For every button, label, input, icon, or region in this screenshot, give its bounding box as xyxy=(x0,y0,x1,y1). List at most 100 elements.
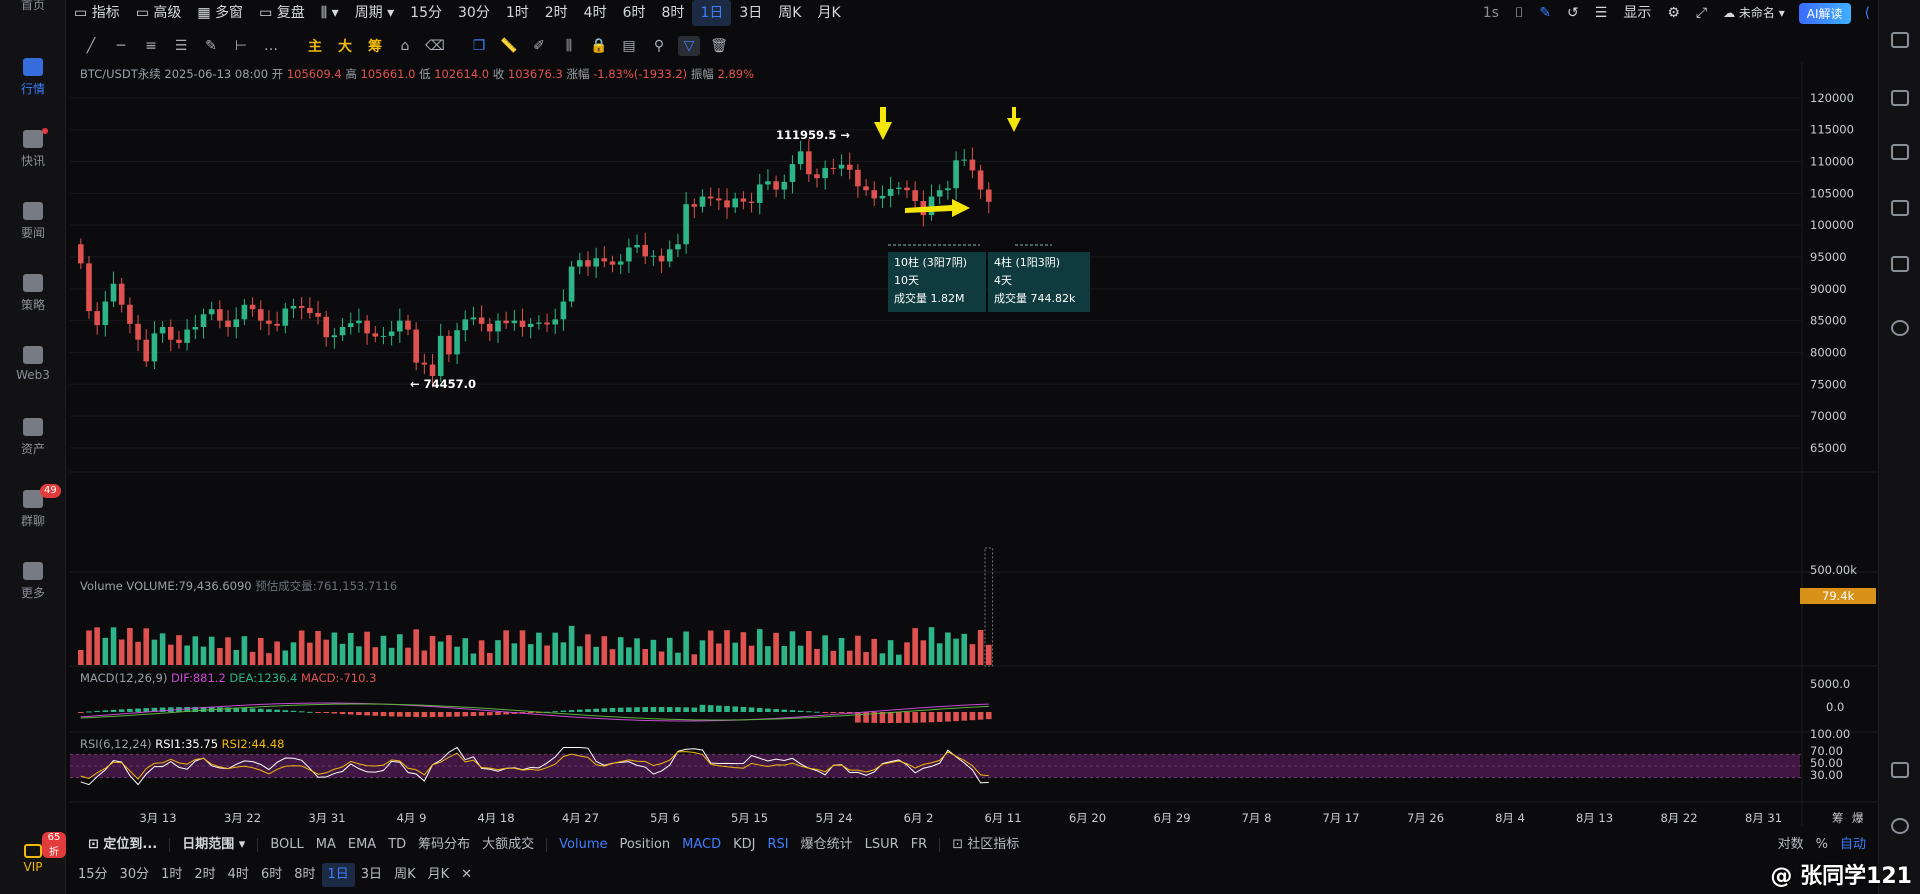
more-icon[interactable]: … xyxy=(264,38,278,54)
chart-type-button[interactable]: ⫼ ▾ xyxy=(320,5,339,21)
copy-icon[interactable]: ❐ xyxy=(472,38,486,54)
sidebar-item-4[interactable]: 策略 xyxy=(0,274,66,313)
overlay-indicator-toggle[interactable]: TD xyxy=(388,837,407,852)
sub-indicator-toggle[interactable]: LSUR xyxy=(864,837,899,852)
interval-tab[interactable]: 3日 xyxy=(739,5,763,21)
share-icon[interactable]: ⟨ xyxy=(1864,5,1870,21)
sub-indicator-toggle[interactable]: Volume xyxy=(559,837,608,852)
interval-tab[interactable]: 8时 xyxy=(294,867,316,882)
locate-button[interactable]: ⊡ 定位到... xyxy=(88,837,158,852)
sub-indicator-toggle[interactable]: 爆仓统计 xyxy=(800,837,853,852)
sidebar-item-1[interactable]: 行情 xyxy=(0,58,66,97)
log-scale-toggle[interactable]: 对数 xyxy=(1777,837,1804,852)
interval-tab[interactable]: 1时 xyxy=(161,867,183,882)
fullscreen-icon[interactable]: ⤢ xyxy=(1695,5,1708,21)
interval-tab[interactable]: 2时 xyxy=(544,5,568,21)
hide-icon[interactable]: ▤ xyxy=(622,38,636,54)
ruler-icon[interactable]: 📏 xyxy=(500,38,518,54)
brush-icon[interactable]: ✐ xyxy=(533,38,545,54)
ai-interpret-button[interactable]: AI解读 xyxy=(1798,2,1851,24)
period-dropdown[interactable]: 周期 ▾ xyxy=(354,5,395,21)
eraser-icon[interactable]: ⌫ xyxy=(425,38,445,54)
magnet-icon[interactable]: ⌂ xyxy=(400,38,410,54)
interval-tab[interactable]: 月K xyxy=(817,5,841,21)
sidebar-item-2[interactable]: 快讯 xyxy=(0,128,66,169)
overlay-indicator-toggle[interactable]: 筹码分布 xyxy=(418,837,471,852)
interval-tab[interactable]: 8时 xyxy=(661,5,685,21)
interval-tab[interactable]: 6时 xyxy=(260,867,283,882)
overlay-indicator-toggle[interactable]: 大额成交 xyxy=(482,837,535,852)
trend-line-icon[interactable]: ╱ xyxy=(86,38,96,54)
camera-icon[interactable]: ⌷ xyxy=(1514,5,1524,21)
close-quickbar-button[interactable]: ✕ xyxy=(461,867,473,882)
interval-tab[interactable]: 15分 xyxy=(410,5,442,21)
filter-icon[interactable]: ▽ xyxy=(678,36,700,56)
overlay-indicator-toggle[interactable]: EMA xyxy=(347,837,377,852)
sub-indicator-toggle[interactable]: KDJ xyxy=(733,837,756,852)
multi-window-button[interactable]: ▦ 多窗 xyxy=(197,5,244,21)
trash-icon[interactable]: 🗑 xyxy=(710,38,728,54)
measure-icon[interactable]: ⊢ xyxy=(234,38,248,54)
layout-icon[interactable] xyxy=(1891,762,1909,778)
interval-tab[interactable]: 15分 xyxy=(78,867,108,882)
interval-tab[interactable]: 周K xyxy=(394,867,416,882)
replay-icon[interactable]: ↺ xyxy=(1567,5,1579,21)
sidebar-item-8[interactable]: 更多 xyxy=(0,562,66,601)
chips-button[interactable]: 筹 xyxy=(368,39,382,55)
order-book-icon[interactable] xyxy=(1891,32,1909,48)
card-icon[interactable] xyxy=(1891,256,1909,272)
pencil-icon[interactable]: ✎ xyxy=(205,38,217,54)
sidebar-item-5[interactable]: Web3 xyxy=(0,346,66,382)
refresh-rate[interactable]: 1s xyxy=(1482,5,1499,21)
advanced-button[interactable]: ▭ 高级 xyxy=(135,5,182,21)
interval-tab[interactable]: 3日 xyxy=(360,867,383,882)
interval-tab[interactable]: 6时 xyxy=(622,5,646,21)
settings-list-icon[interactable]: ☰ xyxy=(1594,5,1608,21)
display-button[interactable]: 显示 xyxy=(1623,5,1652,21)
community-indicator-button[interactable]: ⊡ 社区指标 xyxy=(952,837,1020,852)
monitor-icon[interactable] xyxy=(1891,200,1909,216)
interval-tab[interactable]: 2时 xyxy=(194,867,216,882)
interval-tab[interactable]: 1日 xyxy=(692,0,732,26)
swap-icon[interactable] xyxy=(1891,320,1909,336)
indicator-button[interactable]: ▭ 指标 xyxy=(74,5,120,21)
big-order-button[interactable]: 大 xyxy=(338,39,352,55)
interval-tab[interactable]: 30分 xyxy=(119,867,150,882)
headset-icon[interactable] xyxy=(1891,818,1909,834)
sidebar-item-6[interactable]: 资产 xyxy=(0,418,66,457)
sidebar-item-0[interactable]: 首页 xyxy=(0,0,66,13)
chart-area[interactable]: 120000 115000 110000 105000 100000 95000 90000… xyxy=(70,0,1878,826)
bars-pattern-icon[interactable]: ⫼ xyxy=(565,38,573,54)
trend-icon[interactable] xyxy=(1891,144,1909,160)
overlay-indicator-toggle[interactable]: BOLL xyxy=(270,837,304,852)
auto-scale-toggle[interactable]: 自动 xyxy=(1839,837,1866,852)
sidebar-item-3[interactable]: 要闻 xyxy=(0,202,66,241)
interval-tab[interactable]: 1时 xyxy=(505,5,529,21)
sub-indicator-toggle[interactable]: Position xyxy=(619,837,671,852)
interval-tab[interactable]: 4时 xyxy=(583,5,607,21)
fib-icon[interactable]: ☰ xyxy=(174,38,188,54)
link-icon[interactable]: ⚲ xyxy=(653,38,665,54)
lock-icon[interactable]: 🔒 xyxy=(590,38,608,54)
candlestick-chart[interactable]: 120000 115000 110000 105000 100000 95000 90000… xyxy=(70,0,1878,826)
sub-indicator-toggle[interactable]: RSI xyxy=(767,837,789,852)
overlay-indicator-toggle[interactable]: MA xyxy=(315,837,336,852)
sub-indicator-toggle[interactable]: MACD xyxy=(682,837,722,852)
horizontal-ray-icon[interactable]: ─ xyxy=(116,38,126,54)
main-force-button[interactable]: 主 xyxy=(308,39,322,55)
interval-tab[interactable]: 1日 xyxy=(321,863,355,887)
percent-scale-toggle[interactable]: % xyxy=(1815,837,1828,852)
replay-button[interactable]: ▭ 复盘 xyxy=(259,5,305,21)
interval-tab[interactable]: 周K xyxy=(778,5,802,21)
vip-badge[interactable]: 65折 VIP xyxy=(0,832,66,874)
date-range-dropdown[interactable]: 日期范围 ▾ xyxy=(182,837,246,852)
interval-tab[interactable]: 30分 xyxy=(458,5,490,21)
interval-tab[interactable]: 月K xyxy=(427,867,450,882)
layout-name-dropdown[interactable]: ☁ 未命名 ▾ xyxy=(1723,6,1785,20)
parallel-lines-icon[interactable]: ≡ xyxy=(145,38,157,54)
gear-icon[interactable]: ⚙ xyxy=(1667,5,1680,21)
sub-indicator-toggle[interactable]: FR xyxy=(910,837,928,852)
depth-chart-icon[interactable] xyxy=(1891,90,1909,106)
sidebar-item-7[interactable]: 群聊 49 xyxy=(0,484,66,529)
interval-tab[interactable]: 4时 xyxy=(227,867,249,882)
